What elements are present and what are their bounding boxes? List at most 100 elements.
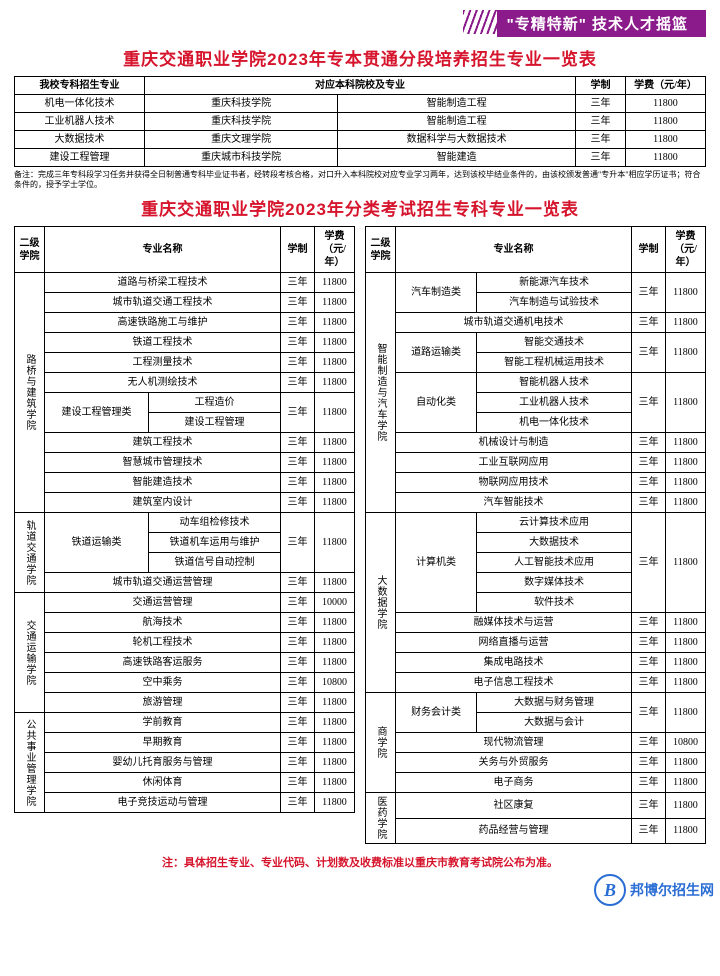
cell: 航海技术 (45, 613, 281, 633)
cell: 城市轨道交通运营管理 (45, 573, 281, 593)
cell: 三年 (281, 773, 315, 793)
cell: 11800 (666, 453, 706, 473)
cell: 三年 (281, 493, 315, 513)
cell: 三年 (632, 673, 666, 693)
cell: 三年 (281, 573, 315, 593)
cell: 11800 (666, 753, 706, 773)
cell: 建筑室内设计 (45, 493, 281, 513)
cell: 智能交通技术 (477, 333, 632, 353)
cell: 三年 (632, 773, 666, 793)
cell: 三年 (281, 753, 315, 773)
cell: 11800 (315, 393, 355, 433)
h2-2r: 学制 (632, 227, 666, 273)
h2-3r: 学费（元/年） (666, 227, 706, 273)
title-2: 重庆交通职业学院2023年分类考试招生专科专业一览表 (14, 195, 706, 220)
cell: 11800 (315, 773, 355, 793)
cell: 11800 (315, 513, 355, 573)
cell: 三年 (632, 793, 666, 819)
t1-cell: 工业机器人技术 (15, 113, 145, 131)
cell: 三年 (281, 433, 315, 453)
cell: 高速铁路施工与维护 (45, 313, 281, 333)
cell: 路桥与建筑学院 (15, 273, 45, 513)
cell: 城市轨道交通机电技术 (396, 313, 632, 333)
header-banner: "专精特新" 技术人才摇篮 (14, 10, 706, 37)
cell: 11800 (666, 673, 706, 693)
cell: 11800 (315, 493, 355, 513)
cell: 三年 (281, 313, 315, 333)
cell: 11800 (666, 373, 706, 433)
t1-cell: 11800 (626, 149, 706, 167)
cell: 11800 (666, 273, 706, 313)
cell: 11800 (315, 313, 355, 333)
cell: 工业机器人技术 (477, 393, 632, 413)
cell: 商学院 (366, 693, 396, 793)
t1-cell: 智能制造工程 (338, 113, 576, 131)
cell: 11800 (315, 333, 355, 353)
cell: 三年 (632, 333, 666, 373)
table-2-left: 二级学院 专业名称 学制 学费（元/年） 路桥与建筑学院道路与桥梁工程技术三年1… (14, 226, 355, 813)
cell: 铁道工程技术 (45, 333, 281, 353)
cell: 云计算技术应用 (477, 513, 632, 533)
cell: 智慧城市管理技术 (45, 453, 281, 473)
cell: 空中乘务 (45, 673, 281, 693)
cell: 11800 (666, 818, 706, 844)
t1-cell: 三年 (576, 95, 626, 113)
cell: 道路运输类 (396, 333, 477, 373)
cell: 11800 (315, 693, 355, 713)
watermark-text: 邦博尔招生网 (630, 880, 714, 900)
t1-cell: 机电一体化技术 (15, 95, 145, 113)
cell: 三年 (632, 633, 666, 653)
cell: 动车组检修技术 (149, 513, 281, 533)
cell: 11800 (666, 653, 706, 673)
cell: 网络直播与运营 (396, 633, 632, 653)
cell: 11800 (315, 433, 355, 453)
cell: 三年 (281, 673, 315, 693)
cell: 大数据技术 (477, 533, 632, 553)
banner-stripes (463, 10, 497, 34)
cell: 计算机类 (396, 513, 477, 613)
t1-cell: 11800 (626, 131, 706, 149)
t1-cell: 重庆城市科技学院 (145, 149, 338, 167)
table-1: 我校专科招生专业 对应本科院校及专业 学制 学费（元/年） 机电一体化技术重庆科… (14, 76, 706, 167)
cell: 11800 (315, 373, 355, 393)
footnote: 注：具体招生专业、专业代码、计划数及收费标准以重庆市教育考试院公布为准。 (14, 854, 706, 870)
t1-h3: 学制 (576, 77, 626, 95)
cell: 智能制造与汽车学院 (366, 273, 396, 513)
cell: 物联网应用技术 (396, 473, 632, 493)
cell: 三年 (632, 513, 666, 613)
cell: 高速铁路客运服务 (45, 653, 281, 673)
cell: 11800 (315, 293, 355, 313)
cell: 三年 (632, 313, 666, 333)
cell: 三年 (281, 593, 315, 613)
cell: 休闲体育 (45, 773, 281, 793)
note-text: 备注：完成三年专科段学习任务并获得全日制普通专科毕业证书者，经转段考核合格，对口… (14, 170, 706, 189)
t1-cell: 智能制造工程 (338, 95, 576, 113)
cell: 汽车智能技术 (396, 493, 632, 513)
cell: 11800 (315, 733, 355, 753)
cell: 建设工程管理类 (45, 393, 149, 433)
cell: 交通运营管理 (45, 593, 281, 613)
cell: 三年 (632, 373, 666, 433)
watermark: B 邦博尔招生网 (594, 874, 714, 906)
cell: 电子竞技运动与管理 (45, 793, 281, 813)
cell: 三年 (632, 733, 666, 753)
cell: 三年 (281, 473, 315, 493)
cell: 三年 (281, 293, 315, 313)
h2-1r: 专业名称 (396, 227, 632, 273)
cell: 工程测量技术 (45, 353, 281, 373)
cell: 数字媒体技术 (477, 573, 632, 593)
cell: 汽车制造与试验技术 (477, 293, 632, 313)
cell: 轮机工程技术 (45, 633, 281, 653)
cell: 三年 (632, 473, 666, 493)
t1-cell: 重庆科技学院 (145, 95, 338, 113)
cell: 铁道信号自动控制 (149, 553, 281, 573)
h2-2: 学制 (281, 227, 315, 273)
cell: 三年 (632, 613, 666, 633)
cell: 软件技术 (477, 593, 632, 613)
cell: 现代物流管理 (396, 733, 632, 753)
cell: 轨道交通学院 (15, 513, 45, 593)
cell: 11800 (666, 693, 706, 733)
cell: 三年 (632, 453, 666, 473)
cell: 11800 (315, 653, 355, 673)
cell: 智能机器人技术 (477, 373, 632, 393)
